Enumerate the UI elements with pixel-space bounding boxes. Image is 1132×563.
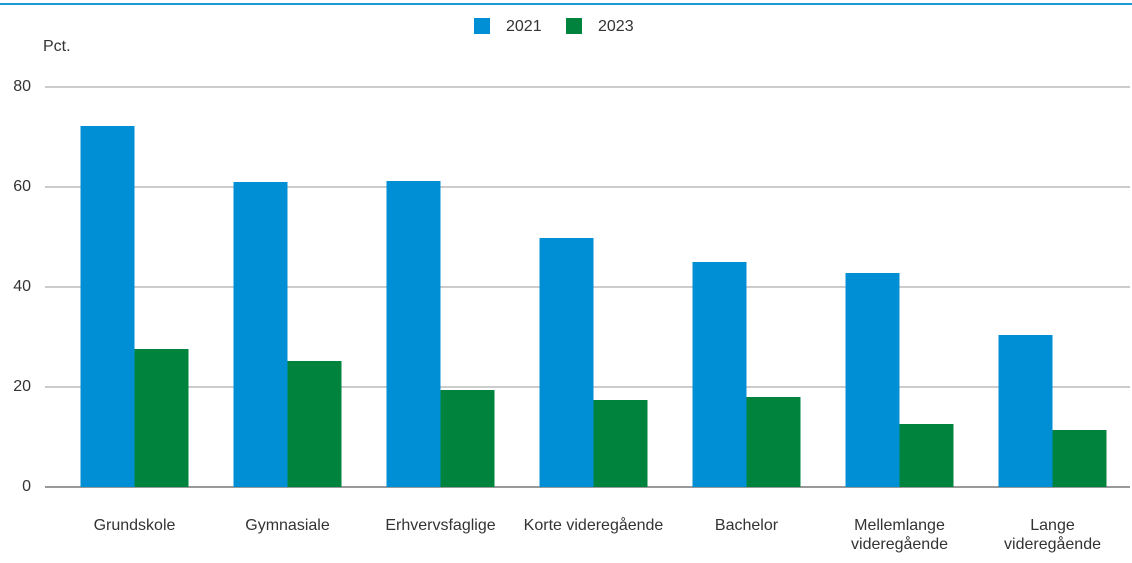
x-tick-label: Grundskole <box>93 517 176 534</box>
bar <box>440 390 495 487</box>
y-tick-label: 0 <box>22 478 31 495</box>
y-tick-label: 20 <box>13 378 31 395</box>
bar <box>998 335 1053 487</box>
bar <box>233 182 288 487</box>
x-tick-label: Korte videregående <box>523 517 664 534</box>
bar <box>899 424 954 487</box>
y-tick-label: 60 <box>13 178 31 195</box>
bar <box>287 361 342 487</box>
x-tick-label: Lange videregående <box>1004 517 1101 553</box>
bar <box>593 400 648 487</box>
top-rule <box>0 3 1132 5</box>
x-tick-label: Bachelor <box>714 517 779 534</box>
y-tick-label: 80 <box>13 78 31 95</box>
legend-swatch <box>566 18 582 34</box>
bar <box>692 262 747 487</box>
legend-swatch <box>474 18 490 34</box>
bar <box>134 349 189 487</box>
x-tick-label: Gymnasiale <box>245 517 330 534</box>
bar <box>80 126 135 487</box>
y-tick-label: 40 <box>13 278 31 295</box>
legend-label: 2023 <box>598 18 634 35</box>
legend-label: 2021 <box>506 18 542 35</box>
y-axis-label: Pct. <box>43 38 71 55</box>
bar <box>1052 430 1107 487</box>
x-tick-label: Erhvervsfaglige <box>385 517 496 534</box>
bar <box>746 397 801 487</box>
bar <box>845 273 900 487</box>
x-tick-label: Mellemlange videregående <box>851 517 948 553</box>
bar <box>539 238 594 487</box>
bar <box>386 181 441 487</box>
